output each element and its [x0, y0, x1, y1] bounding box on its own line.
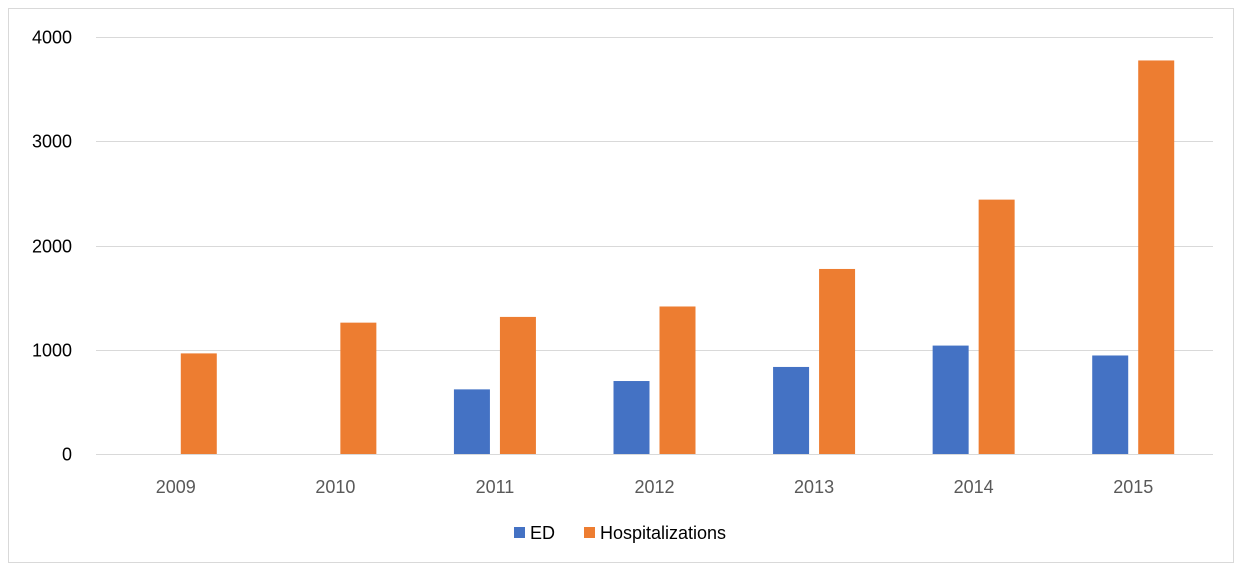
- x-tick-label: 2015: [1113, 477, 1153, 497]
- legend: ED Hospitalizations: [514, 523, 726, 543]
- x-tick-label: 2012: [634, 477, 674, 497]
- y-tick-label: 2000: [32, 237, 72, 257]
- y-tick-label: 3000: [32, 132, 72, 152]
- bar-hospitalizations-2010: [340, 322, 377, 454]
- bar-hospitalizations-2014: [978, 199, 1015, 454]
- x-tick-label: 2011: [476, 477, 515, 497]
- bar-ed-2014: [932, 345, 969, 454]
- y-axis-tick-labels: 0 1000 2000 3000 4000: [32, 28, 72, 465]
- y-tick-label: 4000: [32, 28, 72, 48]
- bar-ed-2012: [613, 381, 650, 454]
- y-tick-label: 1000: [32, 341, 72, 361]
- bar-hospitalizations-2013: [819, 268, 856, 454]
- x-tick-label: 2014: [954, 477, 994, 497]
- y-tick-label: 0: [62, 445, 72, 465]
- grid-lines: [96, 37, 1213, 455]
- legend-label-ed: ED: [530, 523, 555, 543]
- bar-ed-2011: [453, 389, 490, 454]
- bar-ed-2013: [773, 366, 810, 454]
- legend-swatch-ed: [514, 527, 525, 538]
- bar-hospitalizations-2011: [499, 316, 536, 454]
- bar-hospitalizations-2015: [1138, 60, 1175, 455]
- bar-hospitalizations-2012: [659, 306, 696, 454]
- x-axis-tick-labels: 2009 2010 2011 2012 2013 2014 2015: [156, 477, 1153, 497]
- chart-frame: [8, 8, 1234, 563]
- x-tick-label: 2013: [794, 477, 834, 497]
- x-tick-label: 2009: [156, 477, 196, 497]
- legend-swatch-hospitalizations: [584, 527, 595, 538]
- legend-label-hospitalizations: Hospitalizations: [600, 523, 726, 543]
- x-tick-label: 2010: [315, 477, 355, 497]
- bars: [180, 60, 1175, 455]
- bar-hospitalizations-2009: [180, 353, 217, 454]
- bar-ed-2015: [1092, 355, 1129, 454]
